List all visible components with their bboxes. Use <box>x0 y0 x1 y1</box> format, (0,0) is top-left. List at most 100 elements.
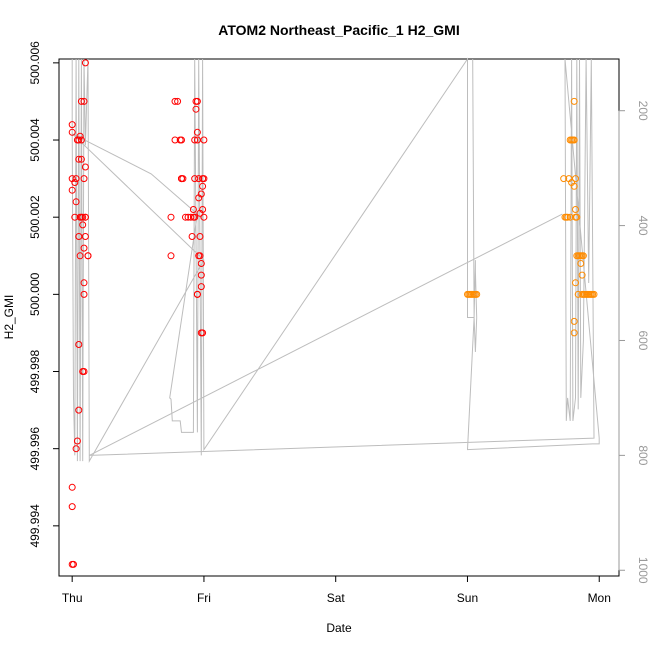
data-point-red <box>188 233 196 240</box>
data-point-orange <box>570 97 578 105</box>
data-point-red <box>197 271 205 279</box>
chart-title: ATOM2 Northeast_Pacific_1 H2_GMI <box>218 22 459 38</box>
data-point-red <box>75 341 83 348</box>
data-points <box>68 59 598 568</box>
y-tick-label: 499.996 <box>28 427 42 471</box>
data-point-red <box>73 437 81 445</box>
y-tick-label: 499.994 <box>28 504 42 548</box>
data-point-red <box>76 252 84 260</box>
data-point-red <box>77 155 85 163</box>
y2-tick-label: 400 <box>636 216 650 236</box>
y-tick-label: 500.004 <box>28 118 42 162</box>
data-point-orange <box>573 213 581 221</box>
y-tick-label: 499.998 <box>28 350 42 394</box>
x-tick-label: Fri <box>197 591 211 605</box>
data-point-red <box>72 198 80 206</box>
data-point-orange <box>578 271 586 279</box>
y-tick-label: 500.006 <box>28 41 42 85</box>
data-point-red <box>182 213 189 221</box>
data-point-red <box>191 136 199 144</box>
data-point-red <box>80 368 88 375</box>
data-point-red <box>80 290 88 298</box>
data-point-red <box>189 206 197 213</box>
x-tick-label: Thu <box>62 591 83 605</box>
data-point-red <box>79 221 87 229</box>
data-point-red <box>81 59 89 67</box>
x-axis: Thu Fri Sat Sun Mon <box>62 575 611 605</box>
data-point-red <box>68 128 76 136</box>
y2-tick-label: 1000 <box>636 557 650 584</box>
data-point-red <box>68 186 76 194</box>
data-point-red <box>193 128 201 136</box>
data-point-orange <box>570 317 578 325</box>
data-point-red <box>199 206 207 213</box>
plot-frame <box>58 58 620 577</box>
data-point-red <box>84 252 92 260</box>
data-point-red <box>75 233 83 240</box>
y-tick-label: 500.002 <box>28 195 42 239</box>
data-point-red <box>193 290 201 298</box>
data-point-red <box>193 97 201 105</box>
data-point-red <box>68 483 76 491</box>
data-point-orange <box>564 213 572 221</box>
data-point-red <box>81 213 89 221</box>
data-point-red <box>68 121 76 129</box>
data-point-orange <box>572 279 579 287</box>
data-point-red <box>68 175 76 183</box>
data-point-red <box>187 213 195 221</box>
data-point-orange <box>579 252 587 260</box>
data-point-red <box>197 190 205 198</box>
data-point-red <box>80 244 88 252</box>
data-point-orange <box>566 213 574 221</box>
x-tick-label: Mon <box>588 591 611 605</box>
data-point-red <box>72 445 80 453</box>
data-point-red <box>80 175 88 183</box>
data-point-red <box>81 163 89 171</box>
data-point-red <box>72 175 80 183</box>
data-point-red <box>192 105 200 113</box>
data-point-red <box>75 155 83 163</box>
data-point-orange <box>560 175 568 183</box>
y2-tick-label: 600 <box>636 330 650 350</box>
data-point-red <box>200 136 208 144</box>
x-tick-label: Sun <box>457 591 478 605</box>
data-point-red <box>71 213 79 221</box>
data-point-orange <box>577 260 585 267</box>
data-point-red <box>200 175 208 183</box>
data-point-orange <box>570 182 578 190</box>
data-point-red <box>171 97 179 105</box>
data-point-red <box>197 283 205 291</box>
pressure-line <box>71 57 600 463</box>
data-point-red <box>200 213 208 221</box>
y2-axis: 200 400 600 800 1000 <box>618 101 650 584</box>
data-point-orange <box>572 175 579 183</box>
data-point-red <box>75 406 83 414</box>
data-point-red <box>189 213 197 221</box>
data-point-red <box>174 97 182 105</box>
data-point-orange <box>570 136 578 144</box>
data-point-red <box>199 329 207 337</box>
data-point-red <box>70 560 77 568</box>
y-axis-label: H2_GMI <box>2 295 16 340</box>
data-point-red <box>195 175 203 183</box>
data-point-orange <box>572 206 579 213</box>
data-point-red <box>77 97 85 105</box>
data-point-red <box>196 233 204 240</box>
data-point-red <box>178 136 185 144</box>
data-point-red <box>81 233 89 240</box>
x-tick-label: Sat <box>327 591 346 605</box>
pressure-polyline <box>71 57 600 463</box>
data-point-red <box>80 279 88 287</box>
data-point-red <box>79 213 87 221</box>
data-point-red <box>191 175 199 183</box>
data-point-red <box>197 260 205 267</box>
y-tick-label: 500.000 <box>28 272 42 316</box>
data-point-orange <box>473 290 481 298</box>
data-point-red <box>167 213 175 221</box>
y-axis: 499.994 499.996 499.998 500.000 500.002 500.0… <box>28 41 60 548</box>
data-point-red <box>80 97 88 105</box>
data-point-red <box>195 252 203 260</box>
data-point-red <box>184 213 192 221</box>
data-point-red <box>76 132 84 140</box>
